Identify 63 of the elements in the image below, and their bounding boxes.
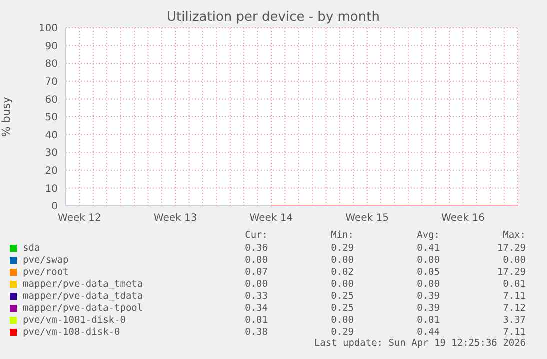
text: 0.00 [330, 254, 354, 266]
y-tick-label: 40 [45, 130, 58, 142]
text: 0.33 [244, 290, 268, 302]
text: 0.25 [330, 290, 354, 302]
chart-title: Utilization per device - by month [166, 10, 381, 25]
y-tick-label: 50 [45, 112, 58, 124]
y-tick-label: 10 [45, 184, 58, 195]
y-tick-label: 100 [38, 24, 58, 35]
text: 0.05 [416, 266, 440, 278]
y-tick-label: 30 [45, 148, 58, 160]
text: Max: [502, 230, 526, 242]
text: 3.37 [502, 314, 526, 326]
text: 0.36 [244, 242, 268, 254]
text: 0.02 [330, 266, 354, 278]
y-tick-label: 60 [45, 94, 58, 106]
y-tick-label: 80 [45, 59, 58, 70]
legend-label: mapper/pve-data_tdata [23, 290, 144, 302]
text: 0.07 [244, 266, 268, 278]
legend-label: mapper/pve-data-tpool [23, 302, 144, 314]
text: Last update: Sun Apr 19 12:25:36 2026 [313, 338, 526, 349]
text: 17.29 [496, 266, 526, 278]
text: 0.01 [416, 314, 440, 326]
x-tick-label: Week 12 [58, 213, 102, 224]
text: 0.44 [416, 326, 440, 338]
x-tick-label: Week 15 [346, 213, 389, 224]
text: 0.00 [416, 254, 440, 266]
text: Cur: [244, 230, 268, 242]
x-tick-label: Week 16 [442, 213, 485, 224]
y-tick-label: 70 [45, 76, 58, 88]
y-tick-label: 90 [45, 41, 58, 52]
text: 0.00 [244, 254, 268, 266]
text: 7.11 [502, 290, 526, 302]
text: 7.12 [502, 302, 526, 314]
text: 0.00 [330, 314, 354, 326]
legend-label: pve/vm-108-disk-0 [23, 326, 122, 338]
text: Avg: [416, 230, 440, 242]
text: 0.00 [502, 254, 526, 266]
legend-label: pve/vm-1001-disk-0 [23, 314, 127, 326]
x-tick-label: Week 14 [250, 213, 294, 224]
text: Min: [330, 230, 354, 242]
text: 0.39 [416, 302, 440, 314]
text: 0.00 [244, 278, 268, 290]
text: 0.38 [244, 326, 268, 338]
text: 0.25 [330, 302, 354, 314]
text: 0.01 [244, 314, 268, 326]
y-tick-label: 20 [45, 166, 58, 177]
x-tick-label: Week 13 [154, 213, 198, 224]
text: 0.29 [330, 242, 354, 254]
text: 17.29 [496, 242, 526, 254]
y-tick-label: 0 [52, 202, 58, 213]
text: 7.11 [502, 326, 526, 338]
text: 0.41 [416, 242, 440, 254]
text: 0.34 [244, 302, 268, 314]
text: 0.29 [330, 326, 354, 338]
text: 0.01 [502, 278, 526, 290]
legend-label: mapper/pve-data_tmeta [23, 278, 144, 290]
text: 0.00 [416, 278, 440, 290]
text: 0.39 [416, 290, 440, 302]
legend-label: pve/swap [23, 254, 70, 266]
y-axis-title: % busy [0, 96, 13, 138]
legend-label: pve/root [23, 266, 70, 278]
legend-label: sda [23, 242, 42, 254]
text: 0.00 [330, 278, 354, 290]
